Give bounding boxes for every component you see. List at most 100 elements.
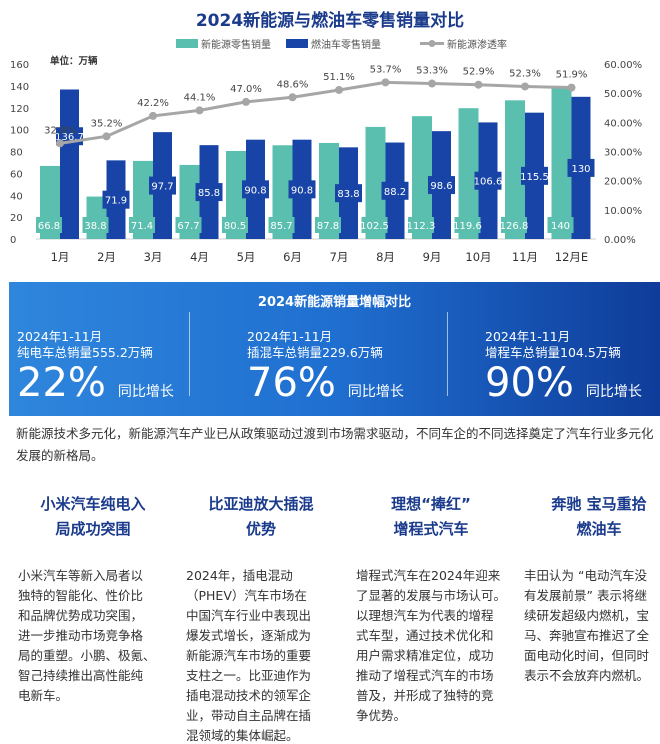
column-line: 支柱之一。比亚迪作为 (186, 668, 312, 683)
x-tick: 11月 (512, 250, 538, 264)
column-line: 式车型，通过技术优化和 (356, 628, 494, 643)
penetration-label: 51.1% (323, 72, 355, 83)
column-line: 有发展前景” 表示将继 (524, 588, 647, 603)
data-label-nev: 102.5 (360, 221, 389, 232)
penetration-point (56, 139, 64, 148)
bar-nev (458, 108, 479, 239)
penetration-label: 32.8% (44, 125, 76, 136)
data-label-ice: 115.5 (520, 172, 549, 183)
column-line: 推动了增程式汽车的市场 (356, 668, 494, 683)
label-bg-ice (242, 180, 269, 199)
data-label-nev: 119.6 (453, 221, 482, 232)
label-bg-nev (547, 217, 574, 233)
penetration-point (288, 93, 297, 102)
y-right-tick: 40.00% (604, 118, 642, 129)
stat-growth: 同比增长 (347, 384, 404, 400)
data-label-nev: 80.5 (224, 221, 246, 232)
data-label-nev: 38.8 (84, 221, 106, 232)
data-label-ice: 85.8 (198, 188, 220, 199)
x-tick: 12月E (555, 250, 588, 264)
legend-label-penetration: 新能源渗透率 (447, 38, 507, 51)
bar-nev (226, 150, 246, 239)
column-line: 智己持续推出高性能纯 (18, 668, 144, 683)
column-line: 表示不会放弃内燃机。 (524, 668, 650, 683)
stat-bev: 2024年1-11月 纯电车总销量555.2万辆 22% 同比增长 (17, 329, 174, 405)
column-line: （PHEV）汽车市场在 (186, 588, 307, 603)
y-right-tick: 20.00% (604, 177, 642, 188)
column-line: 普及，并形成了独特的竞 (356, 688, 494, 703)
stat-desc: 纯电车总销量555.2万辆 (17, 345, 153, 360)
penetration-label: 51.9% (556, 70, 588, 81)
x-tick: 1月 (51, 250, 70, 264)
data-label-ice: 90.8 (244, 185, 266, 196)
label-bg-nev (315, 217, 341, 233)
label-bg-nev (268, 217, 295, 233)
bar-nev (412, 116, 432, 239)
y-left-tick: 0 (10, 235, 16, 246)
banner-title: 2024新能源销量增幅对比 (257, 295, 412, 310)
chart-title: 2024新能源与燃油车零售销量对比 (195, 11, 465, 31)
x-tick: 3月 (144, 250, 163, 264)
label-bg-ice (102, 190, 130, 209)
column-line: 用户需求精准定位，成功 (356, 648, 494, 663)
stat-desc: 插混车总销量229.6万辆 (247, 345, 383, 360)
column-line: 中国汽车行业中表现出 (186, 608, 312, 623)
data-label-nev: 140 (551, 221, 570, 232)
label-bg-ice (474, 171, 502, 190)
label-bg-ice (567, 158, 595, 177)
x-tick: 8月 (376, 250, 395, 264)
column-line: 增程式汽车在2024年迎来 (356, 568, 501, 583)
column-body: 小米汽车等新入局者以 独特的智能化、性价比 和品牌优势成功突围， 进一步推动市场竞争格… (18, 566, 168, 706)
x-tick: 2月 (97, 250, 116, 264)
data-label-nev: 66.8 (38, 221, 60, 232)
bar-nev (319, 142, 339, 239)
y-right-tick: 0.00% (604, 235, 636, 246)
legend-label-nev: 新能源零售销量 (201, 38, 271, 51)
column-line: 2024年，插电混动 (186, 568, 293, 583)
legend-swatch-ice (286, 39, 308, 48)
stat-erev: 2024年1-11月 增程车总销量104.5万辆 90% 同比增长 (485, 329, 642, 405)
penetration-point (102, 132, 111, 141)
bar-nev (365, 126, 386, 239)
label-bg-ice (381, 181, 409, 200)
column-title: 理想“捧红” 增程式汽车 (391, 495, 471, 538)
data-label-ice: 106.6 (474, 177, 503, 188)
data-label-nev: 85.7 (270, 221, 292, 232)
column-2: 比亚迪放大插混 优势 2024年，插电混动 （PHEV）汽车市场在 中国汽车行业中表现出… (186, 492, 336, 744)
legend-label-ice: 燃油车零售销量 (311, 38, 381, 51)
data-label-ice: 88.2 (384, 187, 406, 198)
column-line: 争优势。 (356, 708, 407, 723)
column-body: 丰田认为 “电动汽车没 有发展前景” 表示将继 续研发超级内燃机，宝 马、奔驰宣布推迟… (524, 566, 660, 686)
stat-period: 2024年1-11月 (247, 329, 333, 344)
label-bg-nev (361, 217, 388, 233)
column-line: 电新车。 (18, 688, 69, 703)
column-4: 奔驰 宝马重拾 燃油车丰田认为 “电动汽车没 有发展前景” 表示将继 续研发超级内燃机… (524, 492, 660, 686)
data-label-ice: 97.7 (151, 182, 173, 193)
label-bg-ice (288, 180, 316, 199)
penetration-point (474, 80, 483, 89)
divider (447, 312, 448, 396)
penetration-label: 42.2% (137, 98, 169, 109)
label-bg-nev (175, 217, 202, 233)
label-bg-nev (36, 217, 62, 233)
column-line: 混领域的集体崛起。 (186, 728, 299, 743)
column-line: 面电动化时间，但同时 (524, 648, 650, 663)
stat-phev: 2024年1-11月 插混车总销量229.6万辆 76% 同比增长 (247, 329, 404, 405)
column-line: 了显著的发展与市场认可。 (356, 588, 507, 603)
y-right-tick: 50.00% (604, 89, 642, 100)
stat-period: 2024年1-11月 (17, 329, 103, 344)
penetration-label: 44.1% (184, 92, 216, 103)
column-line: 和品牌优势成功突围， (18, 608, 144, 623)
y-left-tick: 80 (10, 148, 23, 159)
column-title: 小米汽车纯电入 局成功突围 (40, 495, 146, 538)
column-body: 增程式汽车在2024年迎来 了显著的发展与市场认可。 以理想汽车为代表的增程 式车型，… (356, 566, 506, 726)
bar-nev (551, 85, 572, 239)
label-bg-nev (454, 217, 481, 233)
column-line: 新能源汽车市场的重要 (186, 648, 312, 663)
column-line: 以理想汽车为代表的增程 (356, 608, 494, 623)
column-title: 奔驰 宝马重拾 燃油车 (551, 495, 647, 538)
data-label-ice: 98.6 (430, 181, 452, 192)
summary-text: 新能源技术多元化，新能源汽车产业已从政策驱动过渡到市场需求驱动，不同车企的不同选… (16, 426, 654, 463)
